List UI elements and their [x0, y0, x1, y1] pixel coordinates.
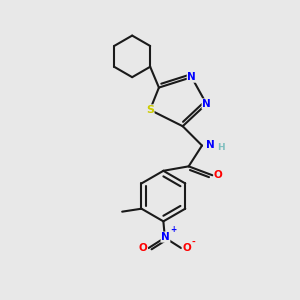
- Text: O: O: [214, 170, 223, 180]
- Text: N: N: [187, 72, 196, 82]
- Text: N: N: [202, 99, 211, 109]
- Text: S: S: [146, 105, 154, 115]
- Text: N: N: [161, 232, 170, 242]
- Text: -: -: [192, 238, 195, 247]
- Text: O: O: [139, 243, 148, 253]
- Text: N: N: [206, 140, 215, 150]
- Text: +: +: [170, 225, 176, 234]
- Text: H: H: [217, 143, 224, 152]
- Text: O: O: [182, 243, 191, 253]
